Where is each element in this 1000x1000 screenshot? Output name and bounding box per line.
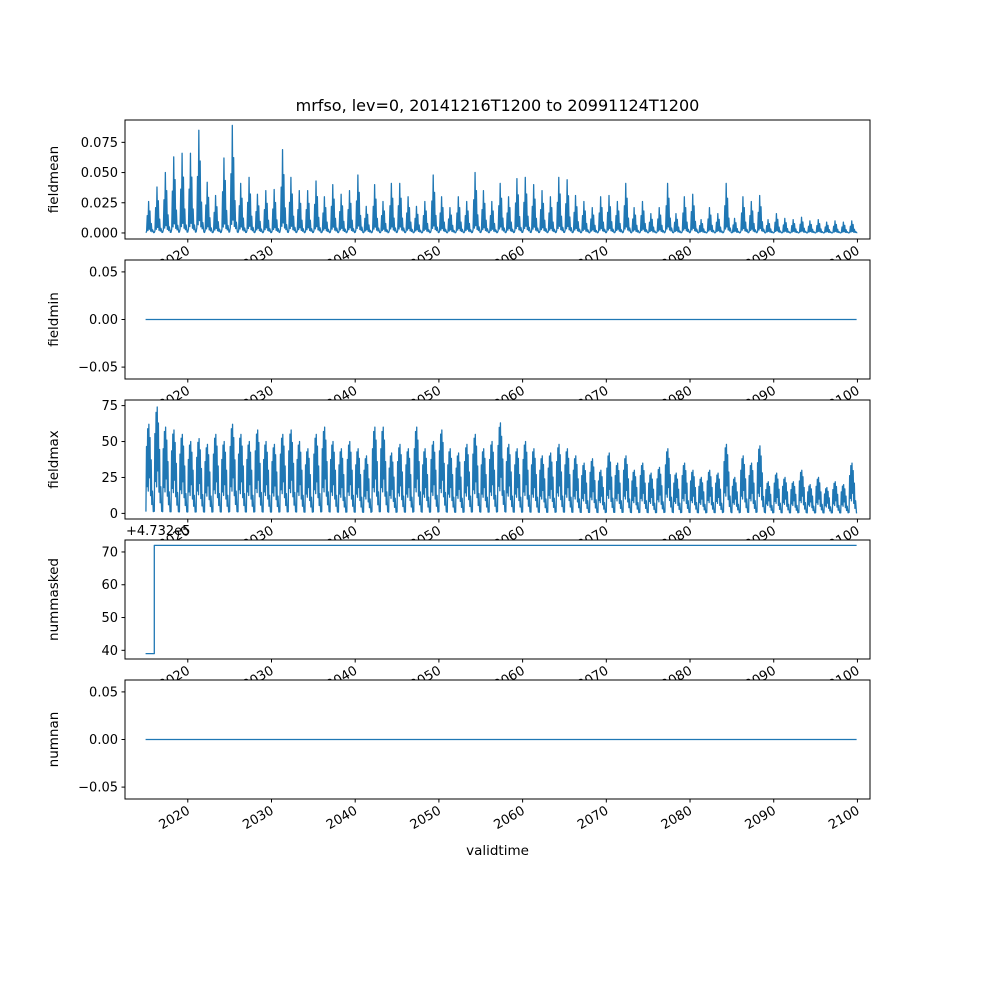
axes-background — [125, 540, 870, 659]
y-tick-label: 0.00 — [89, 313, 118, 328]
axes-frame — [124, 539, 871, 660]
y-axis-offset-text: +4.732e5 — [126, 524, 190, 539]
subplot-fieldmin: 2020 2030 2040 2050 2060 2070 2080 2090 2100−0.0… — [46, 259, 871, 413]
x-tick-label: 2080 — [659, 803, 695, 833]
series-line-fieldmean — [145, 124, 858, 234]
subplot-nummasked: 2020 2030 2040 2050 2060 2070 2080 2090 21004050… — [46, 524, 871, 693]
y-tick-label: 70 — [101, 545, 118, 560]
series-line-fieldmax — [145, 406, 858, 514]
y-axis-label-nummasked: nummasked — [46, 558, 62, 641]
y-tick-label: 0.075 — [81, 136, 118, 151]
y-axis-label-fieldmin: fieldmin — [46, 292, 62, 347]
x-tick-label: 2090 — [743, 803, 779, 833]
subplot-fieldmean: 2020 2030 2040 2050 2060 2070 2080 2090 21000.00… — [46, 119, 871, 273]
y-tick-label: 0.050 — [81, 166, 118, 181]
y-tick-label: 0.05 — [89, 265, 118, 280]
x-tick-label: 2070 — [575, 803, 611, 833]
series-line-nummasked — [145, 544, 857, 655]
y-tick-label: −0.05 — [78, 361, 118, 376]
y-axis-label-fieldmax: fieldmax — [46, 430, 62, 489]
y-tick-label: 60 — [101, 578, 118, 593]
x-tick-label: 2040 — [324, 803, 360, 833]
plot-title: mrfso, lev=0, 20141216T1200 to 20991124T… — [295, 96, 700, 115]
y-tick-label: 40 — [101, 644, 118, 659]
x-tick-label: 2050 — [408, 803, 444, 833]
y-tick-label: 25 — [101, 471, 118, 486]
axes-frame — [124, 119, 871, 240]
y-tick-label: −0.05 — [78, 781, 118, 796]
y-axis-label-fieldmean: fieldmean — [46, 146, 62, 213]
x-axis-label: validtime — [466, 843, 529, 859]
axes-frame — [124, 399, 871, 520]
y-tick-label: 50 — [101, 435, 118, 450]
y-tick-label: 0 — [110, 507, 118, 522]
y-tick-label: 0.05 — [89, 685, 118, 700]
y-tick-label: 50 — [101, 611, 118, 626]
y-tick-label: 0.000 — [81, 226, 118, 241]
y-tick-label: 75 — [101, 399, 118, 414]
y-tick-label: 0.00 — [89, 733, 118, 748]
x-tick-label: 2020 — [157, 803, 193, 833]
subplot-numnan: 2020 2030 2040 2050 2060 2070 2080 2090 2100 −0.0… — [46, 679, 871, 833]
y-axis-label-numnan: numnan — [46, 712, 62, 768]
x-tick-label: 2100 — [826, 803, 862, 833]
x-tick-label: 2060 — [491, 803, 527, 833]
x-tick-label: 2030 — [240, 803, 276, 833]
y-tick-label: 0.025 — [81, 196, 118, 211]
